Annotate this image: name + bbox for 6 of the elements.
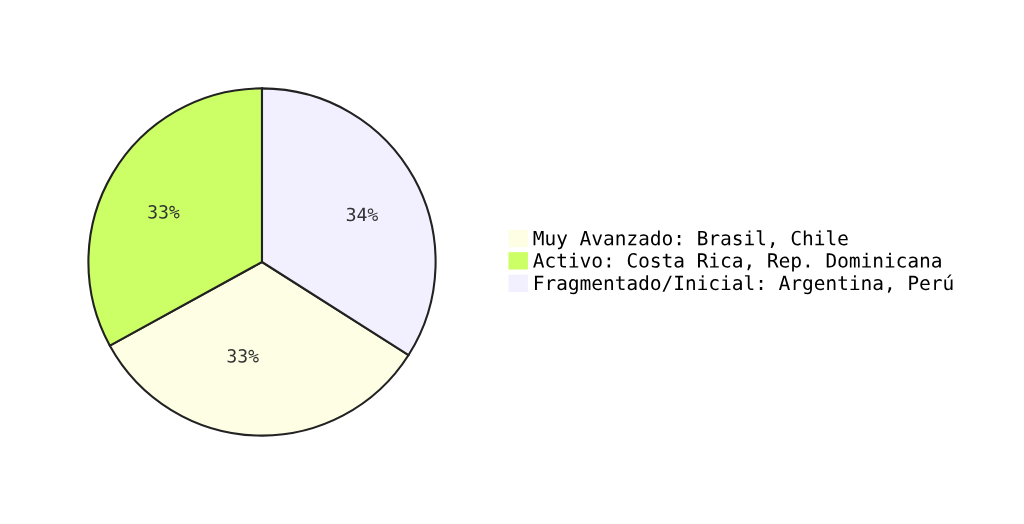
slice-label: Fragmentado/Inicial: Argentina, Perú (535, 274, 953, 295)
data-label: 34% (346, 207, 378, 222)
legend-label: Activo: Costa Rica, Rep. Dominicana (533, 252, 941, 272)
legend-label: Muy Avanzado: Brasil, Chile (533, 230, 848, 250)
data-label: 33% (227, 349, 259, 363)
data-label: 33% (148, 205, 180, 219)
